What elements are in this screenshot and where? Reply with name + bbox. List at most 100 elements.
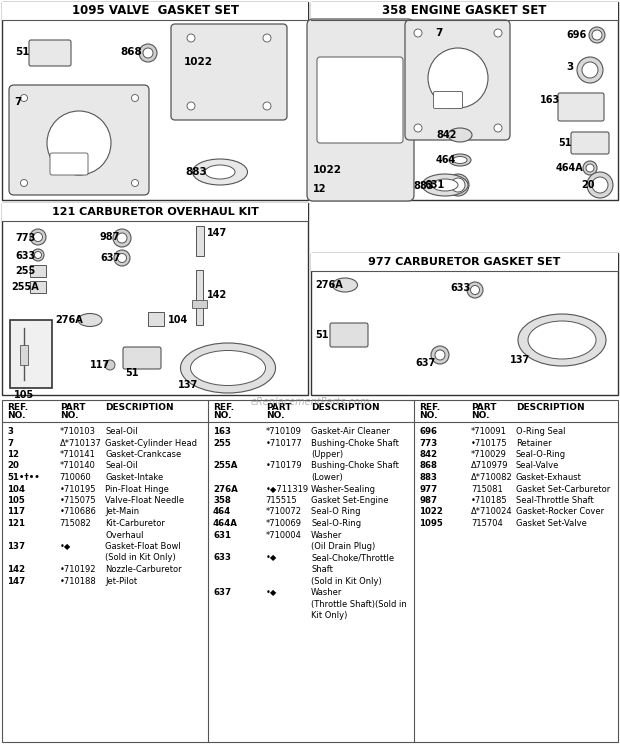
- Text: Jet-Main: Jet-Main: [105, 507, 139, 516]
- Circle shape: [47, 111, 111, 175]
- Bar: [2, 2, 308, 200]
- Text: 883: 883: [185, 167, 206, 177]
- Text: 147: 147: [207, 228, 228, 238]
- Text: Bushing-Choke Shaft: Bushing-Choke Shaft: [311, 438, 399, 447]
- Text: NO.: NO.: [471, 411, 490, 420]
- Text: 137: 137: [178, 380, 198, 390]
- Circle shape: [117, 233, 127, 243]
- Text: Gasket Set-Engine: Gasket Set-Engine: [311, 496, 389, 505]
- Text: 104: 104: [168, 315, 188, 325]
- Bar: [192, 300, 207, 308]
- Circle shape: [494, 29, 502, 37]
- Circle shape: [263, 34, 271, 42]
- Text: NO.: NO.: [419, 411, 438, 420]
- Circle shape: [582, 62, 598, 78]
- Bar: [196, 226, 204, 256]
- Text: Δ*710024: Δ*710024: [471, 507, 513, 516]
- Ellipse shape: [518, 314, 606, 366]
- Text: 12: 12: [7, 450, 19, 459]
- Text: 631: 631: [213, 530, 231, 539]
- FancyBboxPatch shape: [50, 153, 88, 175]
- Text: *710069: *710069: [266, 519, 302, 528]
- Text: *710103: *710103: [60, 427, 95, 436]
- Text: 715704: 715704: [471, 519, 503, 528]
- Text: DESCRIPTION: DESCRIPTION: [516, 403, 585, 412]
- Text: 773: 773: [419, 438, 437, 447]
- Bar: [311, 2, 618, 20]
- Ellipse shape: [78, 313, 102, 327]
- Text: 276A: 276A: [213, 484, 237, 493]
- Text: 142: 142: [7, 565, 25, 574]
- Text: 633: 633: [450, 283, 470, 293]
- Text: Gasket-Cylinder Head: Gasket-Cylinder Head: [105, 438, 197, 447]
- Text: 105: 105: [14, 390, 34, 400]
- Text: *710141: *710141: [60, 450, 95, 459]
- Circle shape: [131, 179, 138, 187]
- Text: 121: 121: [7, 519, 25, 528]
- Text: (Sold in Kit Only): (Sold in Kit Only): [311, 577, 382, 586]
- Text: PART: PART: [471, 403, 497, 412]
- Text: 3: 3: [566, 62, 574, 72]
- Circle shape: [431, 346, 449, 364]
- Circle shape: [20, 179, 27, 187]
- Text: 51: 51: [558, 138, 572, 148]
- Text: 637: 637: [213, 588, 231, 597]
- Circle shape: [428, 48, 488, 108]
- FancyBboxPatch shape: [330, 323, 368, 347]
- Text: 358: 358: [213, 496, 231, 505]
- Circle shape: [139, 44, 157, 62]
- Text: 51: 51: [315, 330, 329, 340]
- Circle shape: [113, 229, 131, 247]
- Text: •◆: •◆: [266, 588, 277, 597]
- Text: 842: 842: [436, 130, 456, 140]
- Text: 710060: 710060: [60, 473, 91, 482]
- Text: •715075: •715075: [60, 496, 96, 505]
- Text: •710686: •710686: [60, 507, 97, 516]
- Ellipse shape: [448, 128, 472, 142]
- FancyBboxPatch shape: [405, 20, 510, 140]
- Text: •710179: •710179: [266, 461, 303, 470]
- Circle shape: [577, 57, 603, 83]
- Text: 977: 977: [419, 484, 437, 493]
- Text: 137: 137: [7, 542, 25, 551]
- Text: 883: 883: [419, 473, 437, 482]
- Text: 20: 20: [581, 180, 595, 190]
- Text: Shaft: Shaft: [311, 565, 333, 574]
- Text: 633: 633: [15, 251, 35, 261]
- Circle shape: [451, 178, 465, 192]
- Bar: [311, 2, 618, 200]
- Text: Kit Only): Kit Only): [311, 611, 347, 620]
- Text: REF.: REF.: [419, 403, 440, 412]
- Text: *710109: *710109: [266, 427, 301, 436]
- Text: eReplacementParts.com: eReplacementParts.com: [250, 397, 370, 407]
- Text: Seal-O Ring: Seal-O Ring: [311, 507, 360, 516]
- Ellipse shape: [453, 156, 467, 164]
- Bar: [10, 320, 52, 388]
- Circle shape: [583, 161, 597, 175]
- Circle shape: [414, 29, 422, 37]
- Circle shape: [35, 251, 42, 258]
- Text: DESCRIPTION: DESCRIPTION: [311, 403, 379, 412]
- Text: Seal-O-Ring: Seal-O-Ring: [516, 450, 566, 459]
- Bar: [2, 2, 308, 20]
- Text: NO.: NO.: [60, 411, 78, 420]
- Text: 20: 20: [7, 461, 19, 470]
- Ellipse shape: [205, 165, 235, 179]
- Text: 117: 117: [90, 360, 110, 370]
- Bar: [20, 345, 28, 365]
- Circle shape: [33, 232, 43, 242]
- Text: 715515: 715515: [266, 496, 298, 505]
- Ellipse shape: [432, 179, 458, 191]
- Text: 464A: 464A: [556, 163, 584, 173]
- Text: NO.: NO.: [7, 411, 25, 420]
- Text: 637: 637: [415, 358, 435, 368]
- Text: 51: 51: [15, 47, 30, 57]
- Text: *710029: *710029: [471, 450, 507, 459]
- Text: 137: 137: [510, 355, 530, 365]
- Circle shape: [187, 34, 195, 42]
- Text: DESCRIPTION: DESCRIPTION: [105, 403, 174, 412]
- Text: Washer: Washer: [311, 588, 342, 597]
- Text: 358 ENGINE GASKET SET: 358 ENGINE GASKET SET: [383, 4, 547, 18]
- Circle shape: [105, 360, 115, 370]
- Circle shape: [447, 174, 469, 196]
